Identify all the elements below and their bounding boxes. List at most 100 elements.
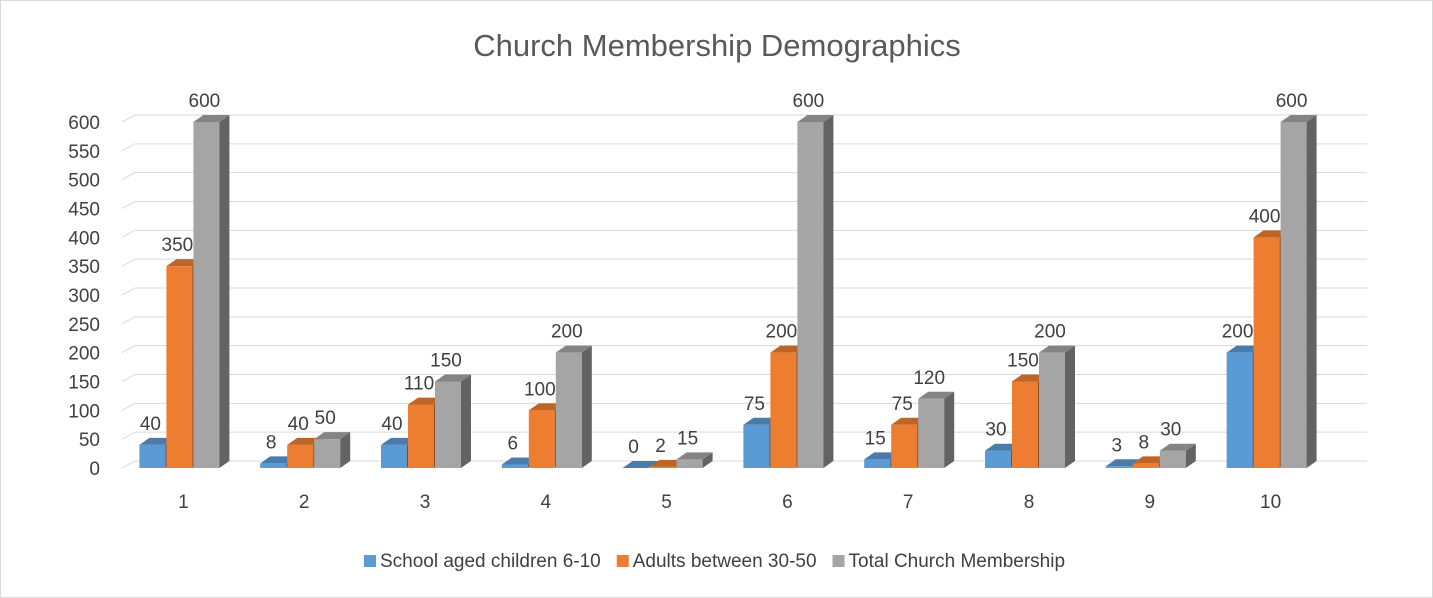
bar-top (1039, 345, 1075, 353)
bar-top (797, 115, 834, 122)
grid-line (121, 402, 1367, 411)
bar-side (340, 432, 351, 468)
y-tick-label: 500 (68, 171, 100, 192)
bar-top (555, 345, 592, 353)
y-tick-label: 600 (68, 113, 100, 134)
data-label: 600 (189, 91, 221, 112)
bar-front (770, 352, 797, 468)
bar-front (649, 466, 676, 468)
y-tick-label: 550 (68, 142, 100, 163)
bar (1159, 443, 1196, 468)
bar-top (314, 432, 351, 440)
data-label: 120 (913, 368, 945, 389)
bar-side (581, 345, 592, 468)
bar-top (435, 374, 471, 382)
y-tick-label: 100 (68, 401, 100, 422)
y-tick-label: 200 (68, 344, 100, 365)
data-label: 15 (677, 428, 698, 449)
legend-label: Adults between 30-50 (633, 551, 817, 572)
data-label: 30 (985, 420, 1006, 441)
data-label: 110 (404, 374, 434, 395)
bar-front (1226, 352, 1253, 468)
bar-front (918, 398, 945, 468)
data-label: 200 (1222, 322, 1254, 343)
bar-front (555, 352, 582, 468)
bar-front (314, 439, 341, 468)
bar-top (622, 461, 659, 468)
data-label: 75 (892, 394, 913, 415)
bar (622, 461, 659, 468)
bar (314, 432, 351, 468)
bar-front (381, 444, 407, 468)
legend-swatch (616, 555, 629, 567)
grid-line (121, 229, 1367, 238)
data-label: 150 (1007, 351, 1039, 372)
data-label: 40 (140, 414, 161, 435)
bar-front (1039, 352, 1065, 468)
bar (193, 115, 230, 468)
bar-side (1065, 345, 1075, 468)
bar-front (1012, 381, 1038, 468)
x-tick-label: 5 (661, 492, 672, 513)
y-tick-label: 350 (68, 257, 100, 278)
legend-label: Total Church Membership (849, 551, 1065, 572)
data-label: 50 (315, 408, 336, 429)
bar-front (864, 459, 891, 468)
bar-top (1280, 115, 1317, 122)
bar-front (408, 404, 434, 468)
legend-label: School aged children 6-10 (380, 551, 601, 572)
data-label: 600 (1276, 91, 1308, 112)
grid-line (121, 316, 1367, 325)
bar-front (1132, 463, 1159, 468)
bar-top (918, 391, 955, 399)
grid-line (121, 172, 1367, 181)
bar-front (1253, 237, 1280, 468)
y-tick-label: 0 (89, 459, 100, 480)
y-tick-label: 300 (68, 286, 100, 307)
grid-line (121, 258, 1367, 267)
bar-front (1280, 122, 1307, 468)
bar-side (1306, 115, 1317, 468)
data-label: 600 (793, 91, 825, 112)
bar (676, 452, 713, 468)
y-tick-label: 450 (68, 200, 100, 221)
bar-front (891, 424, 918, 468)
bar-front (166, 266, 193, 468)
x-tick-label: 10 (1260, 492, 1281, 513)
y-tick-label: 150 (68, 373, 100, 394)
x-tick-label: 3 (420, 492, 431, 513)
bar-front (193, 122, 220, 468)
data-label: 100 (524, 379, 556, 400)
x-tick-label: 6 (782, 492, 793, 513)
bar-top (676, 452, 713, 460)
data-label: 30 (1160, 420, 1181, 441)
data-label: 8 (266, 432, 277, 453)
bar-front (985, 450, 1011, 468)
grid-line (121, 345, 1367, 354)
bar-front (676, 459, 703, 468)
grid-line (121, 287, 1367, 296)
bar-front (260, 463, 287, 468)
chart-title: Church Membership Demographics (473, 28, 961, 63)
bar-side (823, 115, 834, 468)
data-label: 2 (655, 436, 666, 457)
grid-line (121, 114, 1367, 123)
y-tick-label: 250 (68, 315, 100, 336)
data-label: 40 (381, 414, 402, 435)
bar-top (193, 115, 230, 122)
data-label: 200 (1034, 322, 1066, 343)
x-tick-label: 8 (1024, 492, 1035, 513)
data-label: 150 (430, 351, 462, 372)
bar-front (501, 464, 528, 468)
bar-front (1105, 466, 1132, 468)
bar (918, 391, 955, 468)
data-label: 400 (1249, 206, 1281, 227)
x-tick-label: 9 (1145, 492, 1156, 513)
bar-front (743, 424, 770, 468)
bar-front (797, 122, 824, 468)
bar-front (139, 444, 166, 468)
grid-line (121, 374, 1367, 382)
y-tick-label: 400 (68, 228, 100, 249)
